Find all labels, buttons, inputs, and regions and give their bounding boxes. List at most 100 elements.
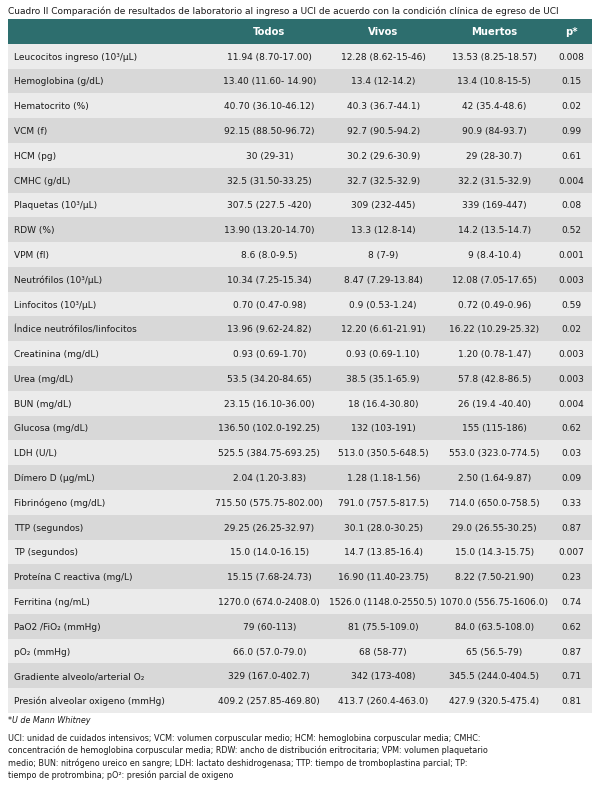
Bar bbox=[8, 218, 209, 243]
Text: 0.008: 0.008 bbox=[559, 53, 584, 62]
Text: 29.0 (26.55-30.25): 29.0 (26.55-30.25) bbox=[452, 523, 536, 532]
Bar bbox=[8, 391, 209, 416]
Bar bbox=[8, 45, 209, 70]
Bar bbox=[8, 540, 209, 565]
Bar bbox=[8, 688, 209, 713]
Bar bbox=[551, 243, 592, 267]
Text: 14.7 (13.85-16.4): 14.7 (13.85-16.4) bbox=[344, 548, 423, 556]
Bar bbox=[329, 663, 437, 688]
Bar bbox=[551, 119, 592, 144]
Bar bbox=[8, 366, 209, 391]
Text: Gradiente alveolo/arterial O₂: Gradiente alveolo/arterial O₂ bbox=[14, 671, 145, 680]
Bar bbox=[209, 491, 329, 515]
Bar bbox=[209, 342, 329, 366]
Text: 53.5 (34.20-84.65): 53.5 (34.20-84.65) bbox=[227, 374, 311, 383]
Text: 0.99: 0.99 bbox=[562, 127, 581, 136]
Text: 553.0 (323.0-774.5): 553.0 (323.0-774.5) bbox=[449, 449, 539, 458]
Text: 0.93 (0.69-1.70): 0.93 (0.69-1.70) bbox=[233, 349, 306, 359]
Bar bbox=[437, 243, 551, 267]
Bar bbox=[329, 45, 437, 70]
Bar bbox=[209, 218, 329, 243]
Bar bbox=[329, 169, 437, 194]
Text: 68 (58-77): 68 (58-77) bbox=[359, 646, 407, 656]
Bar bbox=[209, 119, 329, 144]
Bar bbox=[209, 94, 329, 119]
Text: 0.03: 0.03 bbox=[562, 449, 581, 458]
Bar bbox=[437, 540, 551, 565]
Bar bbox=[209, 416, 329, 441]
Text: 715.50 (575.75-802.00): 715.50 (575.75-802.00) bbox=[215, 498, 323, 507]
Bar bbox=[8, 267, 209, 292]
Bar bbox=[437, 342, 551, 366]
Text: 342 (173-408): 342 (173-408) bbox=[351, 671, 415, 680]
Bar bbox=[329, 416, 437, 441]
Text: 0.003: 0.003 bbox=[559, 374, 584, 383]
Text: 42 (35.4-48.6): 42 (35.4-48.6) bbox=[462, 102, 526, 111]
Bar bbox=[551, 416, 592, 441]
Text: Linfocitos (10³/μL): Linfocitos (10³/μL) bbox=[14, 300, 96, 309]
Bar bbox=[8, 194, 209, 218]
Text: 0.52: 0.52 bbox=[562, 226, 581, 235]
Text: 513.0 (350.5-648.5): 513.0 (350.5-648.5) bbox=[338, 449, 428, 458]
Text: 0.09: 0.09 bbox=[562, 474, 581, 483]
Text: 38.5 (35.1-65.9): 38.5 (35.1-65.9) bbox=[346, 374, 420, 383]
Bar bbox=[209, 292, 329, 317]
Text: 791.0 (757.5-817.5): 791.0 (757.5-817.5) bbox=[338, 498, 428, 507]
Text: UCI: unidad de cuidados intensivos; VCM: volumen corpuscular medio; HCM: hemoglo: UCI: unidad de cuidados intensivos; VCM:… bbox=[8, 733, 488, 780]
Bar bbox=[329, 441, 437, 466]
Bar bbox=[551, 45, 592, 70]
Text: Hemoglobina (g/dL): Hemoglobina (g/dL) bbox=[14, 77, 104, 87]
Bar bbox=[551, 614, 592, 639]
Text: Urea (mg/dL): Urea (mg/dL) bbox=[14, 374, 73, 383]
Bar bbox=[437, 169, 551, 194]
Text: 8.6 (8.0-9.5): 8.6 (8.0-9.5) bbox=[241, 251, 298, 259]
Text: 40.70 (36.10-46.12): 40.70 (36.10-46.12) bbox=[224, 102, 314, 111]
Text: 1070.0 (556.75-1606.0): 1070.0 (556.75-1606.0) bbox=[440, 597, 548, 606]
Bar bbox=[329, 218, 437, 243]
Bar bbox=[209, 466, 329, 491]
Bar bbox=[8, 614, 209, 639]
Text: 0.33: 0.33 bbox=[562, 498, 581, 507]
Bar bbox=[8, 565, 209, 589]
Bar bbox=[329, 540, 437, 565]
Bar bbox=[437, 441, 551, 466]
Bar bbox=[329, 243, 437, 267]
Bar bbox=[551, 94, 592, 119]
Text: 0.02: 0.02 bbox=[562, 102, 581, 111]
Text: 0.23: 0.23 bbox=[562, 573, 581, 581]
Text: 0.007: 0.007 bbox=[559, 548, 584, 556]
Bar bbox=[437, 614, 551, 639]
Text: 0.08: 0.08 bbox=[562, 201, 581, 210]
Text: Cuadro II Comparación de resultados de laboratorio al ingreso a UCI de acuerdo c: Cuadro II Comparación de resultados de l… bbox=[8, 7, 559, 17]
Bar bbox=[329, 292, 437, 317]
Bar bbox=[551, 491, 592, 515]
Text: 714.0 (650.0-758.5): 714.0 (650.0-758.5) bbox=[449, 498, 539, 507]
Text: 525.5 (384.75-693.25): 525.5 (384.75-693.25) bbox=[218, 449, 320, 458]
Bar bbox=[8, 515, 209, 540]
Text: 339 (169-447): 339 (169-447) bbox=[462, 201, 526, 210]
Bar bbox=[551, 466, 592, 491]
Bar bbox=[437, 119, 551, 144]
Bar bbox=[209, 663, 329, 688]
Text: 409.2 (257.85-469.80): 409.2 (257.85-469.80) bbox=[218, 696, 320, 705]
Bar bbox=[551, 565, 592, 589]
Bar bbox=[329, 639, 437, 663]
Bar bbox=[437, 267, 551, 292]
Text: 92.15 (88.50-96.72): 92.15 (88.50-96.72) bbox=[224, 127, 314, 136]
Text: 136.50 (102.0-192.25): 136.50 (102.0-192.25) bbox=[218, 424, 320, 433]
Text: 0.62: 0.62 bbox=[562, 424, 581, 433]
Bar bbox=[551, 194, 592, 218]
Text: 65 (56.5-79): 65 (56.5-79) bbox=[466, 646, 523, 656]
Bar bbox=[8, 466, 209, 491]
Text: TTP (segundos): TTP (segundos) bbox=[14, 523, 83, 532]
Text: 413.7 (260.4-463.0): 413.7 (260.4-463.0) bbox=[338, 696, 428, 705]
Text: 0.87: 0.87 bbox=[562, 646, 581, 656]
Bar bbox=[329, 70, 437, 94]
Bar bbox=[329, 119, 437, 144]
Bar bbox=[209, 639, 329, 663]
Text: pO₂ (mmHg): pO₂ (mmHg) bbox=[14, 646, 70, 656]
Bar bbox=[329, 317, 437, 342]
Text: 30 (29-31): 30 (29-31) bbox=[245, 152, 293, 161]
Bar bbox=[551, 663, 592, 688]
Text: 29 (28-30.7): 29 (28-30.7) bbox=[466, 152, 522, 161]
